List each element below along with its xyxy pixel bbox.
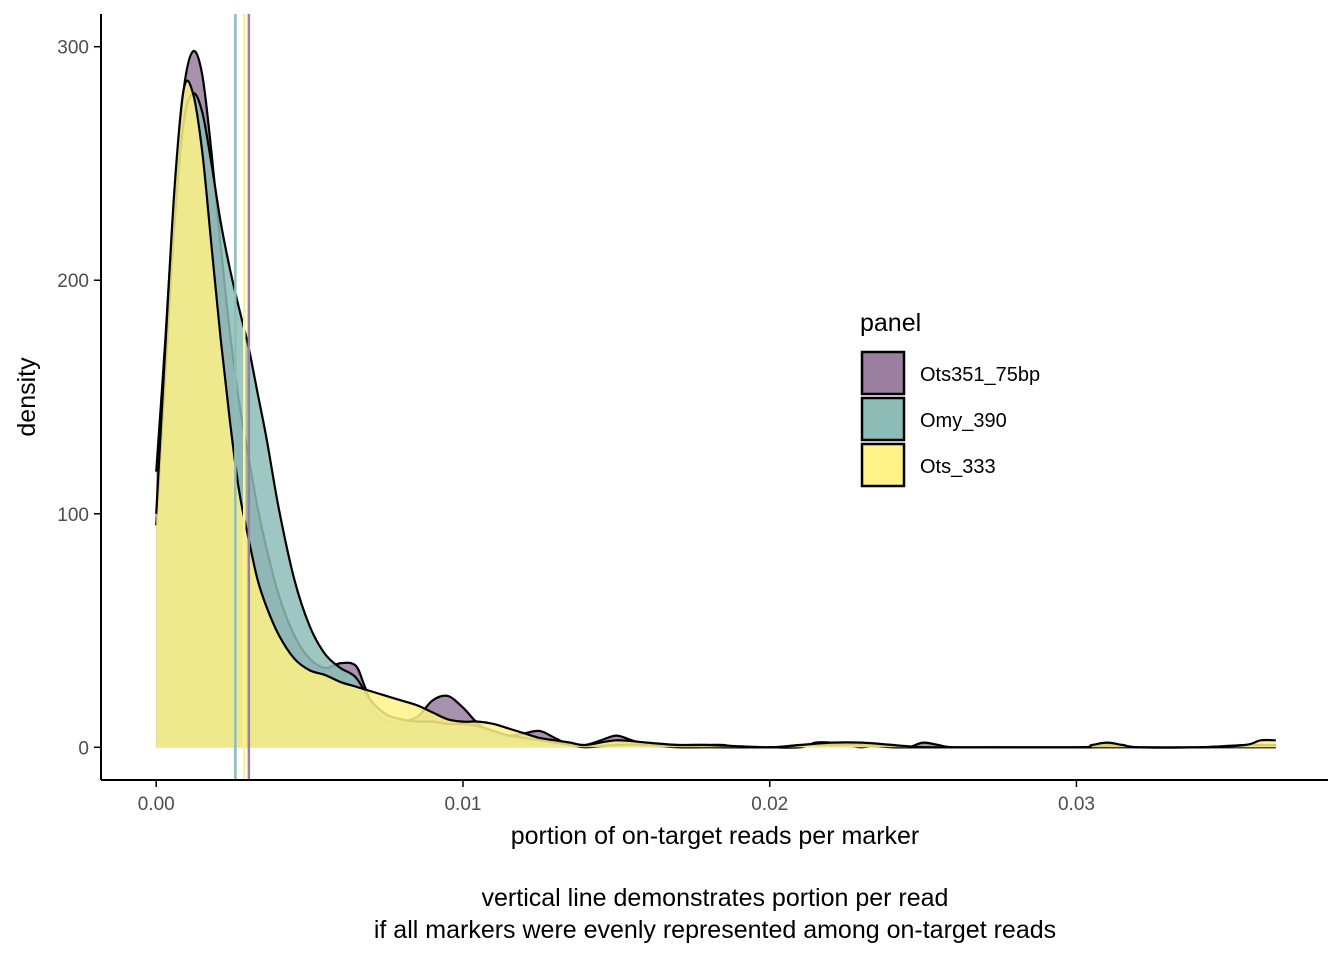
density-area-omy-390 bbox=[156, 93, 1276, 748]
even-representation-lines bbox=[234, 14, 251, 780]
y-axis-title: density bbox=[13, 357, 41, 437]
x-ticks: 0.00 0.01 0.02 0.03 bbox=[138, 780, 1095, 815]
legend-key-ots-333 bbox=[860, 442, 906, 488]
y-tick-label: 200 bbox=[57, 271, 89, 292]
density-outline-ots-333 bbox=[155, 79, 1276, 749]
density-outline-ots351-75bp bbox=[155, 49, 1276, 749]
y-tick-label: 100 bbox=[57, 505, 89, 526]
y-tick-label: 300 bbox=[57, 38, 89, 59]
legend-key-ots351-75bp bbox=[860, 350, 906, 396]
axes bbox=[100, 14, 1328, 781]
density-areas bbox=[155, 49, 1276, 749]
x-tick-label: 0.02 bbox=[751, 794, 788, 815]
legend-label: Ots351_75bp bbox=[920, 364, 1040, 386]
caption-line-2: if all markers were evenly represented a… bbox=[374, 916, 1056, 944]
x-tick-label: 0.03 bbox=[1058, 794, 1095, 815]
legend: panel Ots351_75bp Omy_390 Ots_333 bbox=[860, 309, 1040, 488]
legend-label: Ots_333 bbox=[920, 456, 996, 478]
density-outline-omy-390 bbox=[155, 92, 1276, 749]
x-tick-label: 0.01 bbox=[444, 794, 481, 815]
x-tick-label: 0.00 bbox=[138, 794, 175, 815]
legend-title: panel bbox=[860, 309, 921, 337]
y-tick-label: 0 bbox=[78, 738, 89, 759]
density-area-ots351-75bp bbox=[156, 51, 1276, 748]
y-ticks: 0 100 200 300 bbox=[57, 38, 101, 759]
caption-line-1: vertical line demonstrates portion per r… bbox=[482, 884, 949, 912]
legend-key-omy-390 bbox=[860, 396, 906, 442]
x-axis-title: portion of on-target reads per marker bbox=[511, 822, 920, 850]
legend-label: Omy_390 bbox=[920, 410, 1007, 432]
legend-items: Ots351_75bp Omy_390 Ots_333 bbox=[860, 350, 1040, 488]
density-area-ots-333 bbox=[156, 80, 1276, 748]
